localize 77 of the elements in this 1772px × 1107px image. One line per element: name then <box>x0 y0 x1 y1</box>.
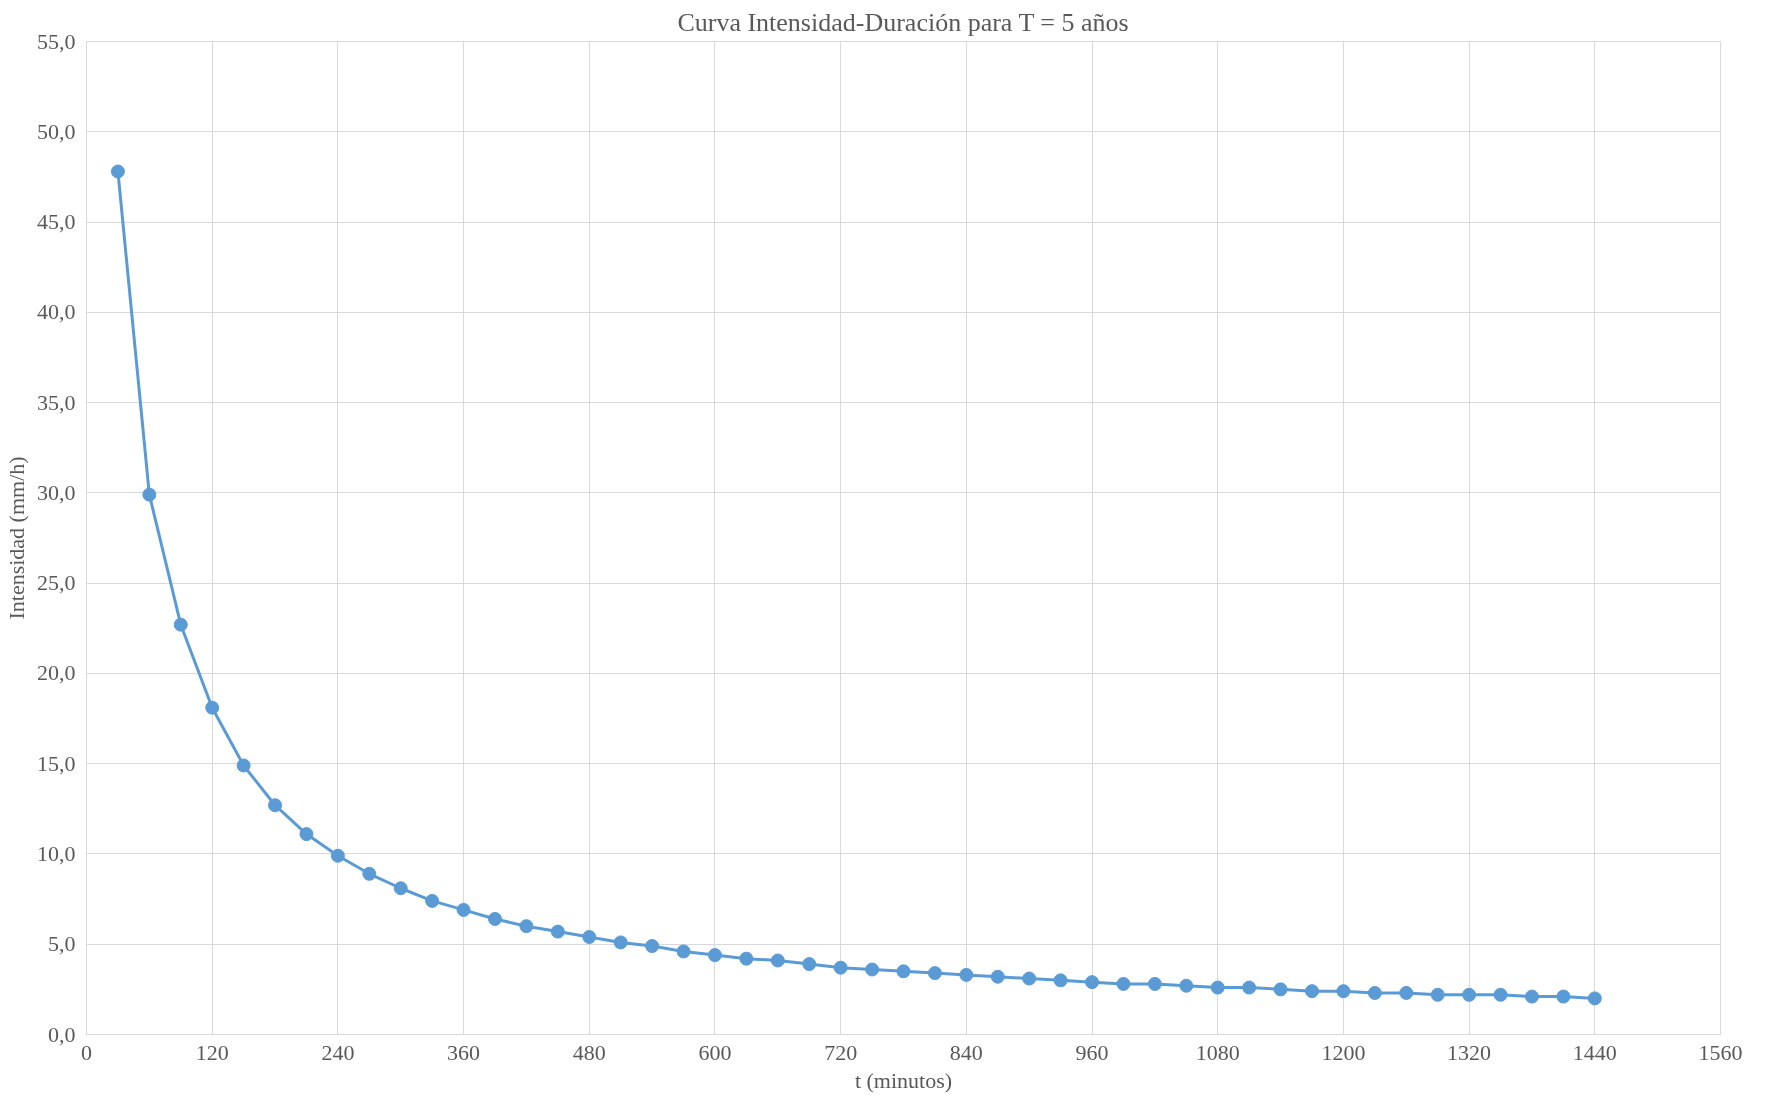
point <box>1053 973 1068 988</box>
point <box>1367 985 1382 1000</box>
point <box>739 951 754 966</box>
point <box>1210 980 1225 995</box>
x-tick-label: 480 <box>572 1039 606 1065</box>
y-tick-label: 55,0 <box>37 28 76 54</box>
y-tick-label: 50,0 <box>37 118 76 144</box>
point <box>236 758 251 773</box>
point <box>1430 987 1445 1002</box>
x-tick-label: 1200 <box>1321 1039 1366 1065</box>
point <box>1336 984 1351 999</box>
x-tick-label: 360 <box>447 1039 481 1065</box>
point <box>896 964 911 979</box>
point <box>582 930 597 944</box>
chart-title: Curva Intensidad-Duración para T = 5 años <box>677 7 1129 37</box>
point <box>865 962 880 977</box>
point <box>707 948 722 963</box>
y-axis-title: Intensidad (mm/h) <box>4 456 29 620</box>
point <box>1147 976 1162 991</box>
point <box>802 957 817 972</box>
point <box>990 969 1005 984</box>
point <box>1587 991 1602 1006</box>
point <box>1116 976 1131 991</box>
point <box>299 827 314 842</box>
y-tick-label: 15,0 <box>37 750 76 776</box>
point <box>1273 982 1288 997</box>
y-tick-label: 10,0 <box>37 840 76 866</box>
point <box>456 902 471 917</box>
point <box>393 881 408 896</box>
x-tick-label: 960 <box>1075 1039 1109 1065</box>
point <box>1399 985 1414 1000</box>
x-tick-label: 1320 <box>1447 1039 1492 1065</box>
x-tick-label: 1080 <box>1195 1039 1240 1065</box>
point <box>1022 971 1037 986</box>
point <box>362 866 377 881</box>
y-tick-label: 0,0 <box>48 1021 76 1047</box>
x-tick-label: 720 <box>824 1039 858 1065</box>
point <box>550 924 565 939</box>
point <box>488 911 502 926</box>
point <box>770 953 785 968</box>
y-tick-label: 45,0 <box>37 209 76 235</box>
point <box>330 848 345 863</box>
point <box>1556 989 1571 1004</box>
point <box>676 944 691 959</box>
y-tick-label: 5,0 <box>48 931 76 957</box>
x-tick-label: 240 <box>321 1039 355 1065</box>
point <box>1524 989 1539 1004</box>
point <box>205 700 220 715</box>
point <box>110 164 125 179</box>
y-tick-label: 40,0 <box>37 299 76 325</box>
point <box>645 939 660 954</box>
point <box>1305 984 1319 999</box>
point <box>1493 987 1508 1002</box>
point <box>268 798 283 813</box>
point <box>1179 978 1194 993</box>
x-axis-title: t (minutos) <box>854 1067 953 1093</box>
x-tick-label: 600 <box>698 1039 732 1065</box>
point <box>1242 980 1257 995</box>
y-tick-label: 35,0 <box>37 389 76 415</box>
point <box>1085 975 1100 990</box>
point <box>927 966 942 981</box>
x-tick-label: 840 <box>949 1039 983 1065</box>
x-tick-label: 1440 <box>1572 1039 1617 1065</box>
point <box>833 960 848 975</box>
x-tick-label: 0 <box>81 1039 92 1065</box>
y-tick-label: 20,0 <box>37 660 76 686</box>
y-tick-label: 30,0 <box>37 479 76 505</box>
point <box>519 919 534 934</box>
point <box>1462 987 1477 1002</box>
x-tick-label: 120 <box>195 1039 229 1065</box>
point <box>613 935 628 950</box>
point <box>425 893 440 908</box>
point <box>173 617 188 632</box>
x-tick-label: 1560 <box>1698 1039 1743 1065</box>
point <box>959 967 974 982</box>
y-tick-label: 25,0 <box>37 570 76 596</box>
point <box>142 487 157 502</box>
